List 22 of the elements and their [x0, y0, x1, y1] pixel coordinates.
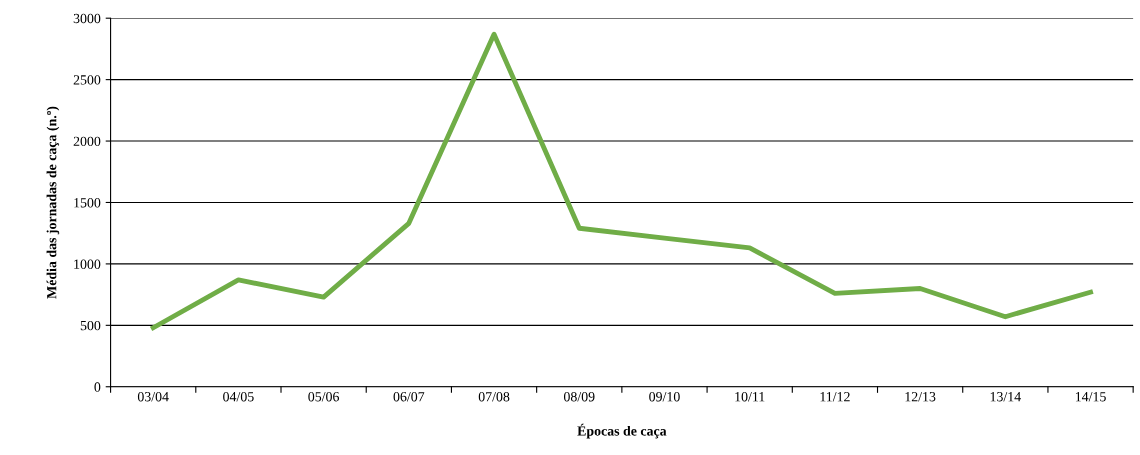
- y-tick-label: 3000: [73, 13, 101, 24]
- x-tick-label: 14/15: [1075, 392, 1106, 402]
- x-tick-label: 09/10: [649, 392, 680, 402]
- y-tick-label: 1500: [74, 198, 101, 208]
- x-tick-label: 04/05: [223, 392, 254, 402]
- x-tick-label: 13/14: [990, 392, 1021, 402]
- y-axis-title: Média das jornadas de caça (n.º): [46, 106, 60, 299]
- line-series: [150, 31, 1093, 331]
- x-tick-label: 11/12: [820, 392, 850, 402]
- y-tick-label: 2500: [73, 75, 101, 85]
- x-tick-label: 05/06: [308, 392, 340, 402]
- x-tick-label: 08/09: [563, 392, 595, 402]
- x-tick-label: 03/04: [137, 392, 169, 402]
- x-tick-label: 10/11: [735, 392, 765, 402]
- y-tick-label: 500: [80, 320, 101, 331]
- y-tick-label: 0: [94, 382, 101, 392]
- x-tick-label: 06/07: [393, 392, 425, 402]
- x-tick-label: 07/08: [478, 392, 510, 402]
- x-tick-label: 12/13: [905, 392, 936, 402]
- y-tick-label: 1000: [74, 259, 101, 269]
- y-tick-label: 2000: [73, 136, 101, 147]
- x-axis-title: Épocas de caça: [577, 423, 667, 439]
